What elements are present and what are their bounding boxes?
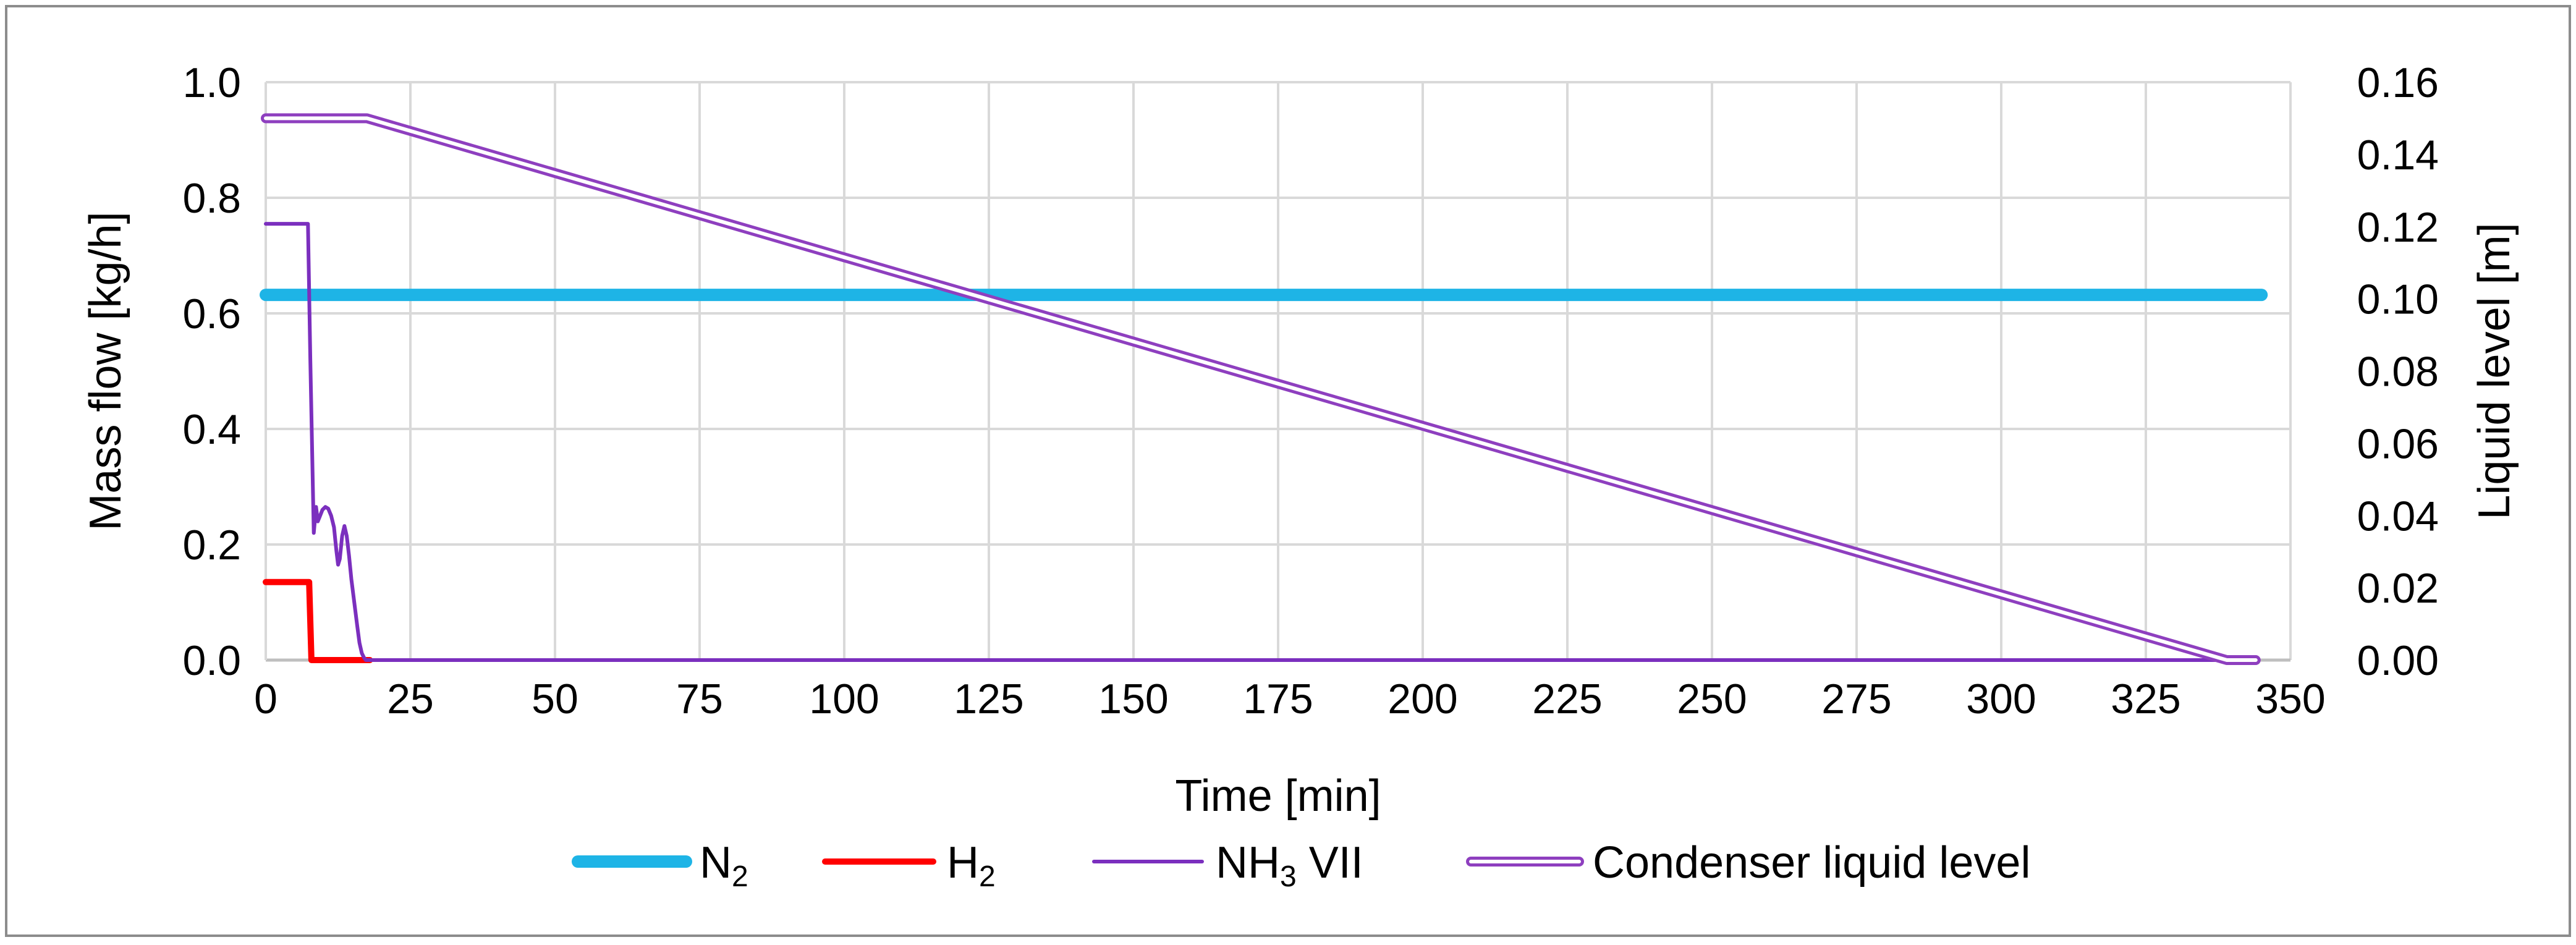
y-tick-label: 0.2 [182, 522, 241, 569]
y2-tick-label: 0.10 [2357, 276, 2439, 323]
legend-label: H2 [947, 838, 996, 893]
x-tick-label: 200 [1388, 676, 1457, 723]
y2-tick-label: 0.14 [2357, 132, 2439, 179]
y2-tick-label: 0.12 [2357, 204, 2439, 251]
x-tick-label: 175 [1243, 676, 1313, 723]
series-line-nh3-vii [264, 222, 2258, 662]
x-tick-label: 100 [809, 676, 879, 723]
x-tick-label: 75 [676, 676, 723, 723]
x-tick-label: 300 [1966, 676, 2036, 723]
y-tick-label: 1.0 [182, 59, 241, 106]
y-tick-label: 0.8 [182, 175, 241, 222]
y2-tick-label: 0.16 [2357, 59, 2439, 106]
x-tick-label: 325 [2111, 676, 2180, 723]
series-line-condenser-liquid-level-core [264, 116, 2258, 662]
y2-tick-label: 0.02 [2357, 565, 2439, 612]
legend-label: N2 [700, 838, 748, 893]
tick-labels: 0 25 50 75 100 125 150 175 200 225 250 275 300 325 350… [182, 59, 2439, 723]
series-line-h2 [263, 578, 373, 663]
x-tick-label: 50 [532, 676, 578, 723]
x-tick-label: 25 [387, 676, 434, 723]
x-axis-title: Time [min] [1175, 771, 1381, 821]
legend: N2 H2 NH3 VII Condenser liquid level [572, 838, 2030, 893]
x-tick-label: 125 [954, 676, 1023, 723]
y2-tick-label: 0.08 [2357, 349, 2439, 396]
y-tick-label: 0.0 [182, 637, 241, 684]
x-tick-label: 275 [1821, 676, 1891, 723]
axis-titles: Time [min] Mass flow [kg/h] Liquid level… [81, 211, 2519, 821]
legend-label: Condenser liquid level [1593, 838, 2030, 888]
y2-tick-label: 0.04 [2357, 493, 2439, 540]
legend-item-h2: H2 [822, 838, 996, 893]
grid [266, 81, 2292, 660]
y-axis-title: Mass flow [kg/h] [81, 211, 130, 530]
y-tick-label: 0.4 [182, 406, 241, 453]
legend-item-nh3-vii: NH3 VII [1092, 838, 1363, 893]
x-tick-label: 150 [1098, 676, 1168, 723]
series-lines [260, 113, 2268, 665]
y-tick-label: 0.6 [182, 290, 241, 337]
legend-label: NH3 VII [1216, 838, 1363, 893]
y2-tick-label: 0.00 [2357, 637, 2439, 684]
legend-item-condenser-liquid-level: Condenser liquid level [1466, 838, 2030, 888]
x-tick-label: 350 [2255, 676, 2325, 723]
x-tick-label: 0 [254, 676, 278, 723]
x-tick-label: 250 [1677, 676, 1747, 723]
legend-item-n2: N2 [572, 838, 748, 893]
y2-axis-title: Liquid level [m] [2470, 222, 2519, 519]
y2-tick-label: 0.06 [2357, 420, 2439, 467]
x-tick-label: 225 [1532, 676, 1602, 723]
chart-border [5, 5, 2571, 937]
